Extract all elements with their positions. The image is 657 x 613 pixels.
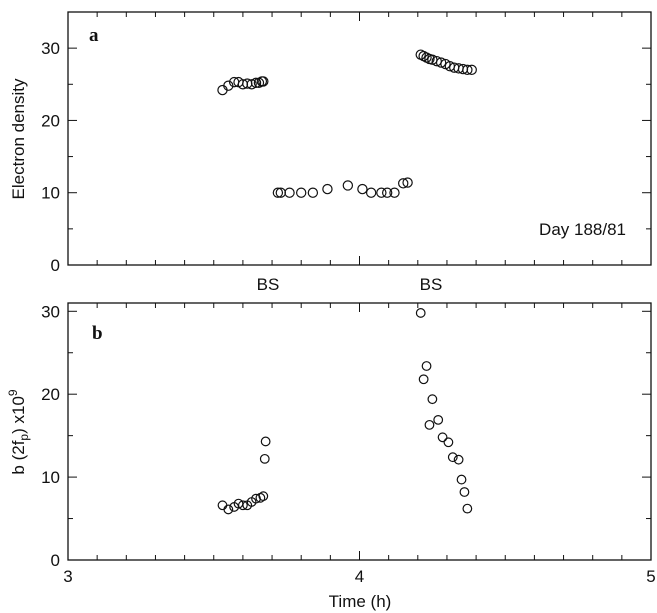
bs-label-2: BS	[420, 275, 443, 294]
panel-a-data-point	[398, 178, 409, 189]
panel-b-data-point	[237, 500, 248, 511]
panel-b-data-point	[421, 361, 432, 371]
panel-b: b b (2fp) x109 Time (h) 0 10 20 30 3 4 5	[6, 302, 656, 611]
panel-a-data-point	[365, 187, 377, 198]
panel-b-data-point	[418, 374, 429, 385]
panel-a-letter: a	[89, 25, 99, 46]
panel-b-data-point	[424, 419, 435, 430]
panel-b-data-point	[462, 503, 473, 514]
panel-b-data-point	[443, 437, 454, 448]
panel-a: a Electron density Day 188/81 BS BS 0 10 2…	[9, 11, 652, 294]
panel-b-y-label-sup: 9	[6, 389, 20, 396]
x-axis-label: Time (h)	[329, 592, 392, 611]
panel-b-x-tick-label: 3	[63, 567, 72, 586]
panel-b-x-tick-label: 5	[646, 567, 655, 586]
panel-b-data-point	[456, 474, 467, 485]
panel-a-data-point	[307, 187, 319, 198]
panel-b-y-label-sub: p	[17, 434, 31, 441]
panel-a-y-tick-label: 10	[41, 184, 60, 203]
day-annotation: Day 188/81	[539, 220, 626, 239]
bs-label-1: BS	[257, 275, 280, 294]
panel-a-data-point	[223, 80, 234, 91]
panel-a-data-point	[376, 187, 387, 198]
panel-a-data-point	[322, 183, 333, 195]
panel-b-frame	[67, 302, 652, 561]
panel-a-y-axis-label: Electron density	[9, 78, 28, 199]
panel-b-y-label-main: b (2f	[9, 440, 28, 474]
panel-b-data-point	[258, 491, 269, 502]
panel-a-y-tick-label: 0	[51, 256, 60, 275]
panel-a-data-point	[342, 180, 354, 191]
panel-b-x-tick-label: 4	[355, 567, 364, 586]
panel-a-data-point	[389, 187, 400, 198]
panel-b-y-tick-label: 0	[51, 551, 60, 570]
panel-b-data-point	[251, 493, 261, 504]
panel-b-y-tick-label: 30	[41, 302, 60, 321]
panel-b-y-label-tail: ) x10	[9, 396, 28, 434]
panel-b-data-point	[453, 454, 464, 465]
panel-b-data-point	[427, 394, 438, 405]
panel-b-data-point	[217, 500, 228, 511]
panel-a-data-point	[284, 187, 295, 198]
panel-a-data-point	[258, 76, 269, 87]
panel-b-data-point	[259, 453, 270, 464]
panel-b-data-point	[415, 308, 426, 318]
panel-b-y-axis-label: b (2fp) x109	[6, 389, 31, 475]
panel-b-data-point	[223, 504, 234, 515]
panel-b-data-point	[260, 436, 271, 447]
panel-a-data-point	[250, 77, 262, 89]
panel-a-data-point	[381, 187, 393, 198]
panel-b-data-point	[437, 432, 448, 443]
panel-b-y-tick-label: 20	[41, 385, 60, 404]
panel-b-y-tick-label: 10	[41, 468, 60, 487]
panel-a-data-point	[246, 79, 257, 90]
panel-b-data-point	[459, 487, 470, 497]
panel-b-data-point	[433, 414, 444, 425]
panel-a-data-point	[462, 64, 473, 76]
panel-a-y-tick-label: 30	[41, 39, 60, 58]
panel-b-letter: b	[92, 323, 103, 344]
panel-a-data-point	[435, 57, 447, 68]
panel-b-data-point	[447, 452, 458, 463]
panel-a-data-point	[272, 187, 284, 198]
panel-a-data-point	[402, 177, 413, 188]
panel-a-data-point	[357, 183, 368, 195]
panel-a-data-point	[296, 187, 307, 198]
panel-a-data-point	[466, 64, 477, 76]
panel-a-y-tick-label: 20	[41, 111, 60, 130]
